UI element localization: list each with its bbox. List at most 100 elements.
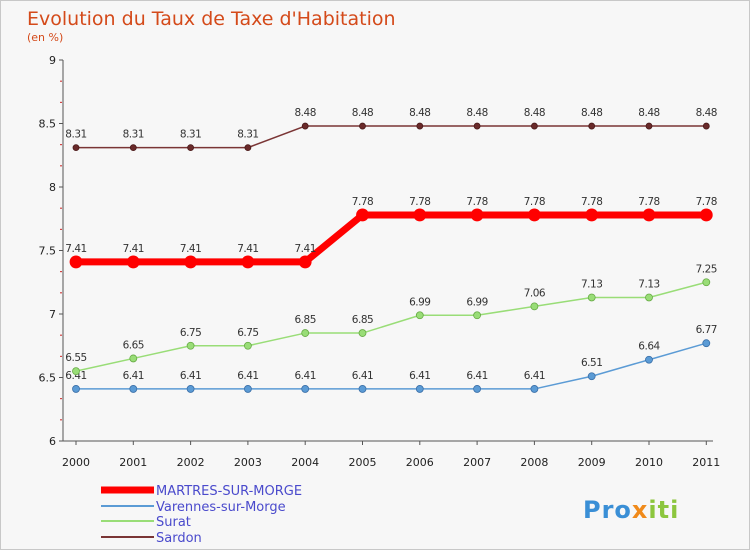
data-label: 8.31 [237,129,258,141]
data-label: 6.99 [409,296,430,308]
data-label: 7.41 [180,243,201,255]
data-label: 7.78 [466,196,487,208]
data-point [702,122,710,130]
data-point [699,208,713,222]
x-tick-label: 2002 [177,456,205,469]
data-label: 7.41 [295,243,316,255]
data-label: 8.48 [466,107,487,119]
data-label: 7.25 [696,263,717,275]
data-point [243,341,252,350]
data-label: 6.85 [295,314,316,326]
data-label: 6.51 [581,357,602,369]
data-label: 7.78 [409,196,430,208]
data-point [186,385,195,393]
data-point [587,372,596,381]
data-point [415,311,424,320]
data-label: 8.31 [180,129,201,141]
data-label: 6.41 [123,370,144,382]
data-point [244,144,252,152]
y-tick-label: 6 [49,435,56,448]
chart-title: Evolution du Taux de Taxe d'Habitation [27,8,396,30]
proxiti-logo: Proxiti [583,496,679,524]
data-label: 6.41 [466,370,487,382]
data-point [72,385,80,393]
data-point [241,255,255,269]
x-tick-label: 2003 [234,456,262,469]
data-label: 6.65 [123,339,144,351]
data-label: 6.85 [352,314,373,326]
legend-entry: MARTRES-SUR-MORGE [156,484,302,499]
data-label: 6.41 [180,370,201,382]
data-point [184,255,198,269]
data-point [528,208,541,222]
series-varennes-sur-morge: 6.41 6.41 6.41 6.41 6.41 6.41 6.41 6.41 6.41 6.51… [65,324,717,393]
data-point [530,302,539,311]
data-label: 6.77 [696,324,717,336]
series-layer: 6.41 6.41 6.41 6.41 6.41 6.41 6.41 6.41 6.41 6.51… [65,107,717,393]
y-tick-label: 8.5 [39,118,57,131]
data-point [585,208,599,222]
data-label: 8.48 [696,107,717,119]
data-label: 7.78 [524,196,545,208]
data-label: 6.41 [524,370,545,382]
axes: 6 6.5 7 7.5 8 8.5 9 2000 2001 2002 2003 2004 2005 200… [39,54,721,469]
chart-subtitle: (en %) [27,31,63,44]
data-label: 7.41 [65,243,86,255]
data-point [415,385,424,393]
data-point [129,144,137,152]
data-label: 8.48 [638,107,659,119]
y-tick-label: 7 [49,308,56,321]
y-tick-label: 7.5 [39,245,57,258]
series-line [76,125,707,149]
data-point [301,122,309,130]
data-point [129,385,138,393]
data-label: 7.78 [352,196,373,208]
data-point [301,329,310,337]
data-point [69,255,83,269]
x-tick-label: 2011 [692,456,720,469]
data-point [473,122,481,130]
data-point [645,122,653,130]
data-label: 6.75 [237,327,258,339]
x-tick-label: 2000 [62,456,90,469]
data-point [587,293,596,302]
data-label: 8.48 [295,107,316,119]
series-line [75,281,707,372]
data-label: 7.78 [638,196,659,208]
x-tick-label: 2005 [349,456,377,469]
legend-entry: Sardon [156,531,202,546]
data-point [301,385,310,393]
data-point [187,144,195,152]
data-point [126,255,140,269]
data-point [243,385,252,393]
data-label: 6.41 [65,370,86,382]
series-line [76,342,707,390]
data-label: 8.48 [409,107,430,119]
data-point [358,329,367,337]
series-sardon: 8.31 8.31 8.31 8.31 8.48 8.48 8.48 8.48 8.48 8.48… [65,107,717,152]
series-line [76,211,707,266]
data-label: 8.31 [123,129,144,141]
data-label: 8.48 [581,107,602,119]
data-label: 7.06 [524,287,546,299]
legend-entry: Surat [156,515,191,530]
data-point [186,341,195,350]
x-tick-label: 2006 [406,456,434,469]
data-point [470,208,484,222]
data-label: 6.55 [65,352,86,364]
data-point [642,208,656,222]
x-tick-label: 2001 [119,456,147,469]
x-tick-label: 2010 [635,456,663,469]
data-point [129,354,138,363]
data-point [645,355,653,364]
data-point [702,339,711,348]
y-tick-label: 9 [49,54,56,67]
series-martres-sur-morge: 7.41 7.41 7.41 7.41 7.41 7.78 7.78 7.78 7.78 7.78… [65,196,717,269]
data-label: 7.13 [581,278,602,290]
data-point [473,311,482,320]
data-point [588,122,596,130]
data-label: 7.13 [638,278,659,290]
series-surat: 6.55 6.65 6.75 6.75 6.85 6.85 6.99 6.99 7.06 7.13… [65,263,717,376]
data-label: 6.64 [638,341,660,353]
